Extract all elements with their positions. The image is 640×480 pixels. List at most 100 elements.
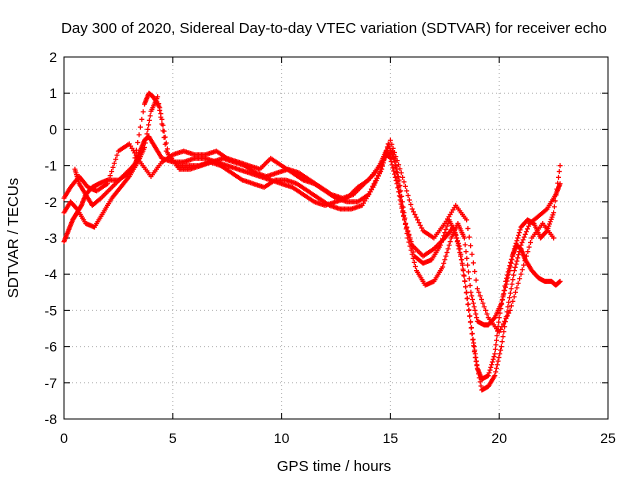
data-point: [504, 278, 510, 284]
x-axis-label: GPS time / hours: [277, 458, 391, 475]
data-point: [518, 271, 524, 277]
y-tick-label: -4: [45, 266, 58, 282]
data-point: [517, 276, 523, 282]
data-point: [466, 269, 471, 275]
data-point: [405, 193, 411, 198]
data-point: [385, 145, 391, 151]
data-point: [412, 264, 418, 269]
data-point: [516, 249, 522, 255]
x-tick-label: 25: [600, 430, 616, 446]
data-point: [164, 146, 170, 152]
data-point: [489, 362, 495, 368]
data-point: [515, 255, 521, 261]
data-point: [440, 236, 446, 242]
data-point: [494, 333, 500, 339]
data-point: [512, 264, 518, 270]
data-point: [473, 277, 479, 283]
data-point: [547, 219, 553, 225]
data-point: [389, 141, 395, 147]
data-point: [509, 281, 515, 287]
data-point: [368, 186, 374, 192]
data-point: [473, 311, 479, 317]
data-point: [514, 258, 520, 264]
data-point: [145, 126, 151, 132]
data-point: [391, 155, 397, 161]
data-point: [476, 375, 482, 381]
y-tick-label: 0: [49, 121, 57, 137]
data-point: [547, 221, 552, 227]
data-point: [390, 165, 396, 171]
data-point: [447, 239, 453, 245]
y-tick-label: -3: [45, 230, 58, 246]
data-point: [515, 235, 521, 241]
data-points: [61, 90, 563, 393]
data-point: [502, 288, 508, 293]
data-point: [403, 221, 409, 226]
y-tick-label: -8: [45, 411, 58, 427]
data-point: [401, 179, 407, 185]
data-point: [391, 168, 397, 174]
data-point: [458, 257, 464, 263]
data-point: [408, 241, 414, 247]
data-point: [404, 225, 410, 231]
data-point: [132, 155, 138, 161]
data-point: [410, 249, 416, 255]
data-point: [109, 169, 115, 174]
data-point: [503, 319, 508, 325]
data-point: [474, 363, 480, 369]
data-point: [464, 217, 470, 223]
data-point: [493, 342, 499, 348]
data-point: [469, 251, 475, 257]
data-point: [470, 297, 475, 302]
data-point: [485, 373, 491, 379]
data-point: [472, 355, 478, 360]
data-point: [472, 307, 478, 313]
data-point: [405, 229, 411, 235]
data-point: [521, 262, 527, 268]
data-point: [471, 349, 477, 355]
data-point: [480, 300, 486, 306]
data-point: [392, 159, 398, 165]
data-point: [491, 316, 497, 321]
data-point: [556, 174, 561, 180]
y-tick-label: 1: [49, 85, 57, 101]
data-point: [481, 304, 487, 310]
data-point: [406, 197, 412, 203]
data-point: [465, 226, 471, 231]
data-point: [520, 237, 526, 243]
data-point: [463, 290, 469, 296]
y-tick-label: -1: [45, 158, 58, 174]
data-point: [552, 198, 558, 204]
data-point: [494, 362, 500, 368]
data-point: [486, 370, 492, 376]
x-tick-label: 0: [60, 430, 68, 446]
data-point: [143, 135, 149, 141]
data-point: [498, 300, 504, 306]
data-point: [511, 268, 517, 274]
data-point: [498, 326, 504, 332]
data-point: [147, 113, 153, 119]
data-point: [444, 250, 450, 255]
data-point: [446, 242, 452, 248]
data-point: [490, 356, 496, 362]
data-point: [492, 373, 498, 379]
data-point: [459, 260, 465, 266]
data-point: [461, 235, 467, 241]
data-point: [514, 238, 520, 244]
data-point: [472, 269, 478, 274]
data-point: [367, 189, 373, 195]
data-point: [462, 278, 468, 284]
chart-title: Day 300 of 2020, Sidereal Day-to-day VTE…: [61, 20, 607, 37]
data-point: [455, 242, 461, 248]
data-point: [161, 128, 167, 134]
data-point: [497, 351, 503, 357]
data-point: [113, 156, 119, 162]
data-point: [371, 181, 377, 187]
data-point: [470, 300, 476, 306]
data-point: [511, 272, 517, 278]
data-point: [142, 145, 147, 150]
data-point: [500, 294, 506, 300]
data-point: [557, 181, 563, 187]
data-point: [511, 294, 517, 300]
